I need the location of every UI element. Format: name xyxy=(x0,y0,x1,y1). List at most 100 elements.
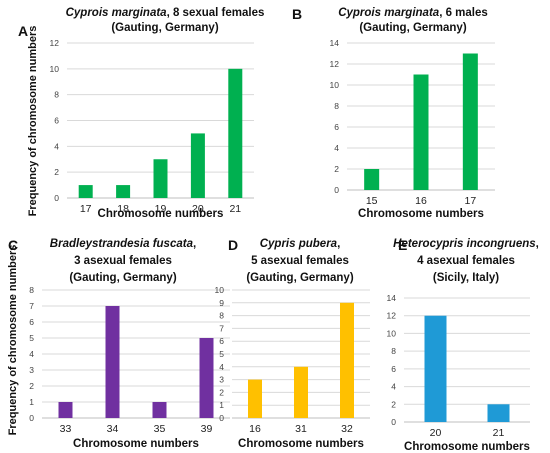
chart-title-line: (Gauting, Germany) xyxy=(359,22,467,34)
chart-title-line: (Gauting, Germany) xyxy=(246,272,354,284)
chart-title-text: , xyxy=(337,238,340,250)
y-tick-label: 8 xyxy=(391,346,396,356)
y-axis-label: Frequency of chromosome numbers xyxy=(27,26,39,217)
x-tick-label: 35 xyxy=(154,423,166,435)
bar xyxy=(340,302,354,418)
chart-title-line: Bradleystrandesia fuscata, xyxy=(50,238,196,250)
y-tick-label: 9 xyxy=(219,298,224,308)
chart-title-line: Cypris pubera, xyxy=(260,238,341,250)
chart-title-text: , xyxy=(193,238,196,250)
y-tick-label: 1 xyxy=(29,397,34,407)
y-tick-label: 10 xyxy=(387,328,397,338)
y-tick-label: 0 xyxy=(219,413,224,423)
y-tick-label: 0 xyxy=(391,417,396,427)
y-tick-label: 10 xyxy=(50,64,60,74)
x-tick-label: 20 xyxy=(430,427,442,439)
bar xyxy=(199,338,214,418)
y-tick-label: 3 xyxy=(219,375,224,385)
panel-b: B Cyprois marginata, 6 males (Gauting, Ger… xyxy=(292,6,495,220)
x-tick-label: 34 xyxy=(107,423,119,435)
x-axis-label: Chromosome numbers xyxy=(98,208,224,220)
y-tick-label: 4 xyxy=(54,141,59,151)
x-tick-label: 21 xyxy=(229,203,241,215)
chart-title-text: , xyxy=(536,238,539,250)
y-tick-label: 6 xyxy=(219,336,224,346)
y-tick-label: 2 xyxy=(54,167,59,177)
y-tick-label: 12 xyxy=(387,311,397,321)
y-tick-label: 2 xyxy=(391,399,396,409)
species-name: Heterocypris incongruens xyxy=(393,238,536,250)
bar xyxy=(105,306,120,418)
x-tick-label: 32 xyxy=(341,423,353,435)
y-tick-label: 8 xyxy=(219,311,224,321)
y-tick-label: 0 xyxy=(54,193,59,203)
bar xyxy=(116,185,131,198)
y-tick-label: 3 xyxy=(29,365,34,375)
y-tick-label: 4 xyxy=(391,382,396,392)
y-tick-label: 6 xyxy=(391,364,396,374)
chart-title-line: (Sicily, Italy) xyxy=(433,272,499,284)
chart-title-line: (Gauting, Germany) xyxy=(69,272,177,284)
y-tick-label: 8 xyxy=(334,101,339,111)
chart-title-line: (Gauting, Germany) xyxy=(111,22,219,34)
panel-c: C Bradleystrandesia fuscata, 3 asexual fem… xyxy=(7,237,230,450)
x-tick-label: 31 xyxy=(295,423,307,435)
y-tick-label: 2 xyxy=(334,164,339,174)
chart-title-line: 3 asexual females xyxy=(74,255,172,267)
y-tick-label: 7 xyxy=(29,301,34,311)
y-tick-label: 2 xyxy=(219,387,224,397)
bar xyxy=(424,315,447,422)
chart-title-line: 5 asexual females xyxy=(251,255,349,267)
bar xyxy=(190,133,205,198)
x-tick-label: 16 xyxy=(249,423,261,435)
species-name: Cyprois marginata xyxy=(338,7,440,19)
panel-d: D Cypris pubera, 5 asexual females (Gauting… xyxy=(215,237,370,450)
chart-title-line: 4 asexual females xyxy=(417,255,515,267)
y-tick-label: 14 xyxy=(330,38,340,48)
x-tick-label: 17 xyxy=(464,195,476,207)
bar xyxy=(364,169,380,190)
y-tick-label: 4 xyxy=(334,143,339,153)
bar xyxy=(58,402,73,418)
y-tick-label: 0 xyxy=(29,413,34,423)
panel-label: A xyxy=(18,23,28,39)
y-tick-label: 6 xyxy=(54,116,59,126)
panel-label: B xyxy=(292,6,302,22)
panel-label: D xyxy=(228,237,238,253)
species-name: Cyprois marginata xyxy=(66,7,168,19)
x-tick-label: 18 xyxy=(117,203,129,215)
y-axis-label: Frequency of chromosome numbers xyxy=(7,245,19,436)
chart-title-line: Cyprois marginata, 8 sexual females xyxy=(66,7,265,19)
y-tick-label: 12 xyxy=(330,59,340,69)
species-name: Cypris pubera xyxy=(260,238,338,250)
bar xyxy=(228,68,243,198)
bar xyxy=(248,379,262,418)
y-tick-label: 6 xyxy=(334,122,339,132)
x-tick-label: 17 xyxy=(80,203,92,215)
bar xyxy=(78,185,93,198)
panel-a: A Cyprois marginata, 8 sexual females (Gau… xyxy=(18,7,264,220)
x-axis-label: Chromosome numbers xyxy=(238,438,364,450)
y-tick-label: 6 xyxy=(29,317,34,327)
x-axis-label: Chromosome numbers xyxy=(404,441,530,453)
y-tick-label: 8 xyxy=(54,90,59,100)
x-tick-label: 20 xyxy=(192,203,204,215)
y-tick-label: 0 xyxy=(334,185,339,195)
x-tick-label: 33 xyxy=(60,423,72,435)
bar xyxy=(294,366,308,418)
x-tick-label: 39 xyxy=(201,423,213,435)
y-tick-label: 12 xyxy=(50,38,60,48)
y-tick-label: 8 xyxy=(29,285,34,295)
chart-title-text: , 8 sexual females xyxy=(167,7,265,19)
y-tick-label: 14 xyxy=(387,293,397,303)
bar xyxy=(462,53,478,190)
y-tick-label: 5 xyxy=(29,333,34,343)
y-tick-label: 7 xyxy=(219,323,224,333)
y-tick-label: 4 xyxy=(29,349,34,359)
y-tick-label: 10 xyxy=(330,80,340,90)
x-axis-label: Chromosome numbers xyxy=(358,208,484,220)
x-tick-label: 21 xyxy=(493,427,505,439)
bar xyxy=(413,74,429,190)
bar xyxy=(487,404,510,422)
